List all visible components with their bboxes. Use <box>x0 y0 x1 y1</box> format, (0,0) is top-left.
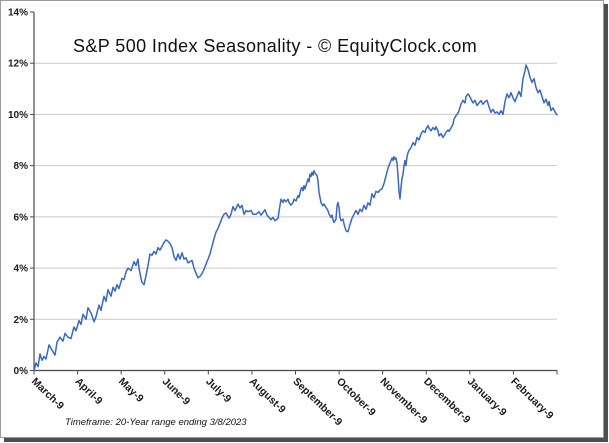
y-axis-label: 8% <box>14 161 29 172</box>
y-axis-label: 0% <box>14 366 29 377</box>
x-axis-label: July-9 <box>203 376 233 406</box>
series-line <box>33 64 558 372</box>
y-axis-label: 2% <box>14 315 29 326</box>
chart-footnote: Timeframe: 20-Year range ending 3/8/2023 <box>65 417 247 428</box>
y-axis-label: 14% <box>8 8 28 19</box>
x-axis-label: May-9 <box>116 376 146 405</box>
chart-title: S&P 500 Index Seasonality - © EquityCloc… <box>73 36 478 56</box>
x-axis-label: March-9 <box>29 376 66 413</box>
x-axis-label: January-9 <box>465 376 509 419</box>
y-axis-label: 10% <box>8 110 28 121</box>
x-axis-label: October-9 <box>334 376 378 419</box>
y-axis-label: 6% <box>14 212 29 223</box>
seasonality-chart: 0% 2% 4% 6% 8% 10% 12% 14% March-9 April-9 May-9 Ju… <box>8 8 558 428</box>
y-axis-label: 4% <box>14 264 29 275</box>
x-axis-label: June-9 <box>160 376 193 408</box>
y-axis-label: 12% <box>8 59 28 70</box>
x-axis-label: August-9 <box>247 376 288 416</box>
x-axis-label: April-9 <box>72 376 104 408</box>
x-axis-label: February-9 <box>508 376 555 422</box>
